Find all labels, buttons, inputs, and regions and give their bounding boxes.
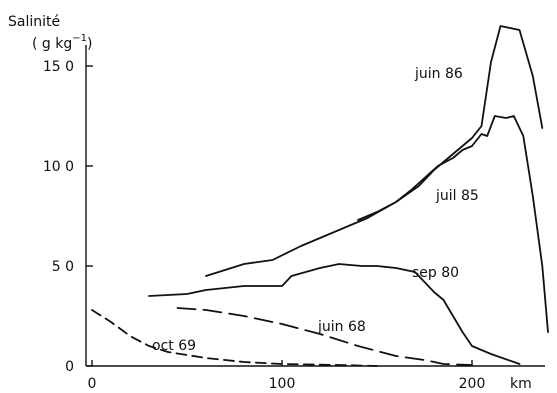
- series-line-3: [176, 307, 473, 366]
- annotation-juil-85: juil 85: [435, 188, 479, 204]
- annotation-juin-86: juin 86: [414, 66, 463, 82]
- annotation-oct-69: oct 69: [152, 338, 196, 354]
- y-axis-unit-exp: −1: [72, 33, 87, 44]
- y-tick-label: 0: [65, 359, 74, 375]
- series-line-0: [205, 25, 544, 277]
- y-tick-label: 5 0: [52, 259, 74, 275]
- annotation-juin-68: juin 68: [317, 319, 366, 335]
- x-tick-label: 200: [459, 376, 486, 392]
- y-axis-unit-close: ): [87, 36, 92, 52]
- series-lines: [91, 25, 549, 367]
- y-tick-label: 10 0: [43, 159, 74, 175]
- y-axis-unit: ( g kg−1): [32, 33, 92, 52]
- series-line-4: [91, 309, 378, 367]
- x-ticks: 0 100 200: [88, 360, 486, 392]
- y-axis-unit-main: ( g kg: [32, 36, 72, 52]
- y-tick-label: 15 0: [43, 59, 74, 75]
- x-tick-label: 0: [88, 376, 97, 392]
- x-axis-unit: km: [510, 376, 532, 392]
- series-line-2: [148, 263, 521, 365]
- annotation-sep-80: sep 80: [412, 265, 459, 281]
- y-ticks: 0 5 0 10 0 15 0: [43, 59, 93, 375]
- series-line-1: [357, 115, 549, 333]
- x-tick-label: 100: [269, 376, 296, 392]
- y-axis-title: Salinité: [8, 14, 60, 30]
